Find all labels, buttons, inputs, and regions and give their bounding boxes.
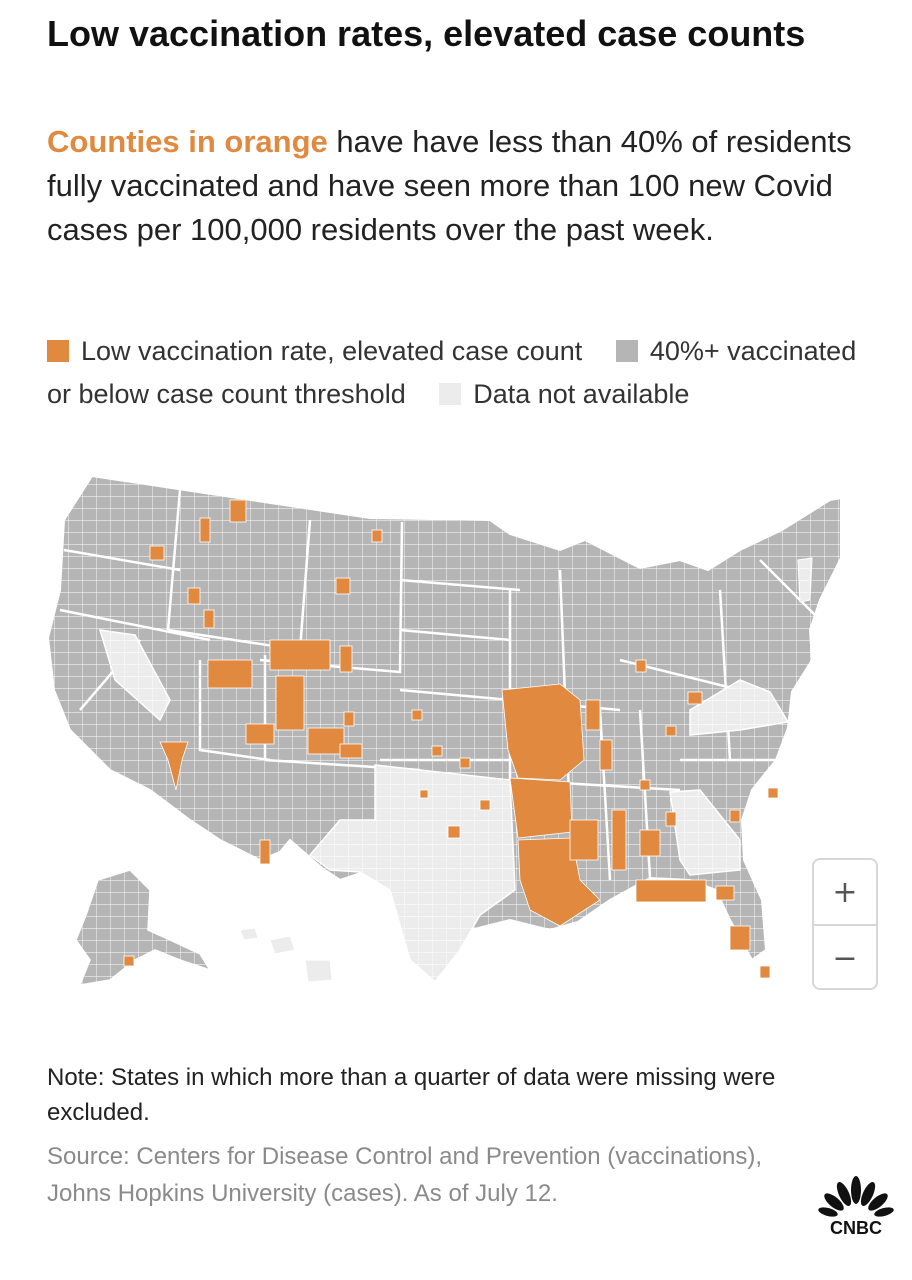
subtitle-highlight: Counties in orange <box>47 124 328 159</box>
zoom-divider <box>814 924 876 926</box>
legend-label-normal: 40%+ vaccinated or below case count thre… <box>47 336 857 409</box>
legend-item-missing: Data not available <box>439 379 689 409</box>
elevated-counties <box>123 499 779 979</box>
legend: Low vaccination rate, elevated case coun… <box>47 330 877 416</box>
hawaii-region <box>239 927 333 983</box>
georgia-region <box>669 789 741 876</box>
us-county-map[interactable] <box>40 460 840 1020</box>
subtitle-text: have have less than 40% of residents ful… <box>47 124 852 247</box>
chart-note: Note: States in which more than a quarte… <box>47 1064 776 1126</box>
missing-data-regions <box>98 557 813 984</box>
cnbc-logo: CNBC <box>814 1172 898 1242</box>
cnbc-logo-text: CNBC <box>830 1218 882 1238</box>
chart-subtitle: Counties in orange have have less than 4… <box>47 120 892 252</box>
texas-region <box>308 764 516 984</box>
map-svg[interactable] <box>40 460 840 1020</box>
chart-title: Low vaccination rates, elevated case cou… <box>47 13 806 54</box>
zoom-controls: + − <box>812 858 878 990</box>
virginia-region <box>689 679 790 736</box>
alaska <box>75 869 212 986</box>
peacock-icon <box>818 1176 894 1217</box>
legend-item-elevated: Low vaccination rate, elevated case coun… <box>47 336 582 366</box>
state-borders <box>59 489 821 881</box>
legend-swatch-light <box>439 383 462 405</box>
legend-item-normal: 40%+ vaccinated or below case count thre… <box>47 336 856 409</box>
legend-label-missing: Data not available <box>473 379 690 409</box>
legend-swatch-orange <box>47 340 69 362</box>
zoom-in-button[interactable]: + <box>814 860 876 924</box>
zoom-out-button[interactable]: − <box>814 926 876 988</box>
nevada-west-region <box>98 629 171 722</box>
vermont-region <box>797 557 813 603</box>
chart-source: Source: Centers for Disease Control and … <box>47 1143 763 1207</box>
legend-swatch-gray <box>615 340 638 362</box>
legend-label-elevated: Low vaccination rate, elevated case coun… <box>81 336 583 366</box>
